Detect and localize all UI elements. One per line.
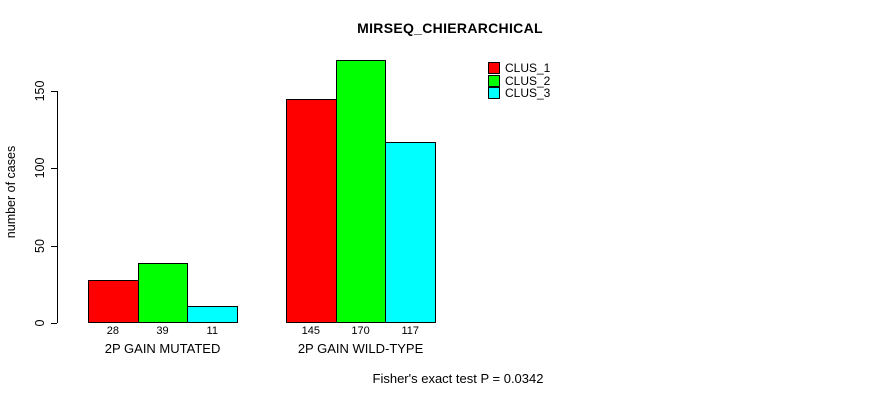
bar-value-label: 145 xyxy=(301,325,321,337)
chart-title: MIRSEQ_CHIERARCHICAL xyxy=(357,20,543,36)
legend-label: CLUS_1 xyxy=(505,61,551,76)
y-axis-tick xyxy=(51,245,57,247)
bar-clus_2-2 xyxy=(335,60,387,323)
bar-clus_3-1 xyxy=(187,306,239,323)
bar-clus_2-1 xyxy=(137,263,189,323)
legend: CLUS_1 CLUS_2 CLUS_3 xyxy=(488,62,550,99)
y-axis-tick xyxy=(51,323,57,324)
bar-clus_1-2 xyxy=(286,99,337,323)
legend-label: CLUS_3 xyxy=(505,85,551,100)
x-axis-group-label: 2P GAIN WILD-TYPE xyxy=(297,341,424,356)
legend-item-clus-3: CLUS_3 xyxy=(488,85,551,100)
y-axis-title: number of cases xyxy=(4,145,18,239)
legend-label: CLUS_2 xyxy=(505,73,551,88)
legend-swatch-green xyxy=(488,74,500,87)
y-axis-tick xyxy=(51,168,57,170)
bar-clus_3-2 xyxy=(385,142,437,323)
legend-item-clus-1: CLUS_1 xyxy=(488,61,551,76)
y-axis-line xyxy=(57,91,58,323)
legend-item-clus-2: CLUS_2 xyxy=(488,73,551,88)
bar-value-label: 117 xyxy=(401,325,420,337)
bar-value-label: 39 xyxy=(156,325,169,337)
bar-value-label: 11 xyxy=(206,325,218,337)
y-axis-tick-label: 100 xyxy=(33,157,47,179)
y-axis-tick-label: 50 xyxy=(33,238,47,253)
y-axis-tick xyxy=(51,91,57,92)
bar-value-label: 170 xyxy=(351,325,370,337)
legend-swatch-red xyxy=(488,62,500,75)
fisher-test-annotation: Fisher's exact test P = 0.0342 xyxy=(372,371,544,386)
bar-clus_1-1 xyxy=(88,280,139,323)
x-axis-group-label: 2P GAIN MUTATED xyxy=(104,341,221,356)
bar-value-label: 28 xyxy=(106,325,119,337)
y-axis-tick-label: 150 xyxy=(33,80,47,102)
legend-swatch-cyan xyxy=(488,86,500,99)
y-axis-tick-label: 0 xyxy=(33,319,47,327)
